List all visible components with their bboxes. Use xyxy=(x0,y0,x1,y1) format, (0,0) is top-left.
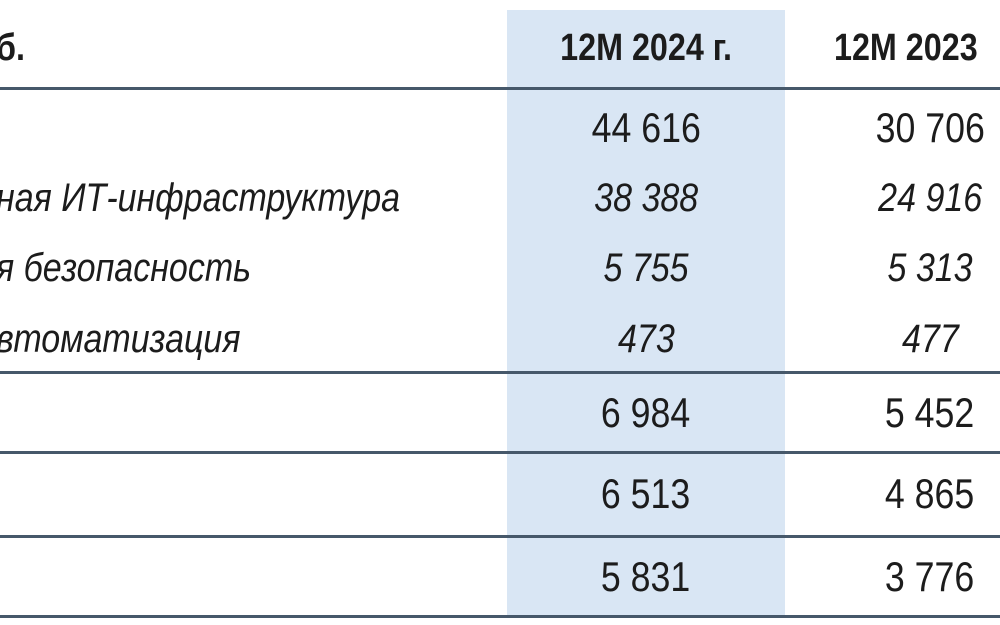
row3-value-2023-text: 5 313 xyxy=(887,246,973,290)
row6-value-2024-text: 6 513 xyxy=(601,470,691,517)
row7-value-2023: 3 776 xyxy=(777,556,1000,598)
row1-value-2024-text: 44 616 xyxy=(591,104,701,151)
row6-value-2023: 4 865 xyxy=(777,473,1000,515)
table-rule-bottom xyxy=(0,615,1000,618)
row3-value-2024-text: 5 755 xyxy=(603,246,689,290)
units-label-text: б. xyxy=(0,27,25,69)
row5-value-2024: 6 984 xyxy=(507,392,785,434)
column-header-12m-2024-text: 12М 2024 г. xyxy=(560,27,732,69)
row2-value-2024: 38 388 xyxy=(507,178,785,218)
column-header-12m-2024: 12М 2024 г. xyxy=(507,29,785,67)
highlight-column-2024 xyxy=(507,10,785,617)
row1-value-2023-text: 30 706 xyxy=(875,104,985,151)
row7-value-2023-text: 3 776 xyxy=(885,553,975,600)
row2-value-2023: 24 916 xyxy=(777,178,1000,218)
row2-label-it-infrastructure: ная ИТ-инфраструктура xyxy=(0,178,471,218)
row5-value-2023: 5 452 xyxy=(777,392,1000,434)
row7-value-2024: 5 831 xyxy=(507,556,785,598)
column-header-12m-2023-text: 12М 2023 xyxy=(834,27,978,69)
row5-value-2023-text: 5 452 xyxy=(885,389,975,436)
column-header-12m-2023: 12М 2023 xyxy=(777,29,1000,67)
row4-label-automation: втоматизация xyxy=(0,319,284,359)
row4-value-2023: 477 xyxy=(777,319,1000,359)
table-rule-3 xyxy=(0,535,1000,538)
row1-value-2024: 44 616 xyxy=(507,107,785,149)
row2-value-2024-text: 38 388 xyxy=(594,176,698,220)
row3-value-2024: 5 755 xyxy=(507,248,785,288)
row2-value-2023-text: 24 916 xyxy=(878,176,982,220)
row3-label-text: я безопасность xyxy=(0,246,252,290)
row4-value-2024-text: 473 xyxy=(617,317,675,361)
row4-value-2024: 473 xyxy=(507,319,785,359)
row6-value-2023-text: 4 865 xyxy=(885,470,975,517)
row3-value-2023: 5 313 xyxy=(777,248,1000,288)
row5-value-2024-text: 6 984 xyxy=(601,389,691,436)
row6-value-2024: 6 513 xyxy=(507,473,785,515)
row1-value-2023: 30 706 xyxy=(777,107,1000,149)
table-rule-2 xyxy=(0,451,1000,454)
row2-label-text: ная ИТ-инфраструктура xyxy=(0,176,401,220)
table-rule-header xyxy=(0,87,1000,90)
row4-label-text: втоматизация xyxy=(0,317,241,361)
table-rule-1 xyxy=(0,371,1000,374)
units-label-fragment: б. xyxy=(0,29,30,67)
row4-value-2023-text: 477 xyxy=(901,317,959,361)
row7-value-2024-text: 5 831 xyxy=(601,553,691,600)
row3-label-security: я безопасность xyxy=(0,248,296,288)
